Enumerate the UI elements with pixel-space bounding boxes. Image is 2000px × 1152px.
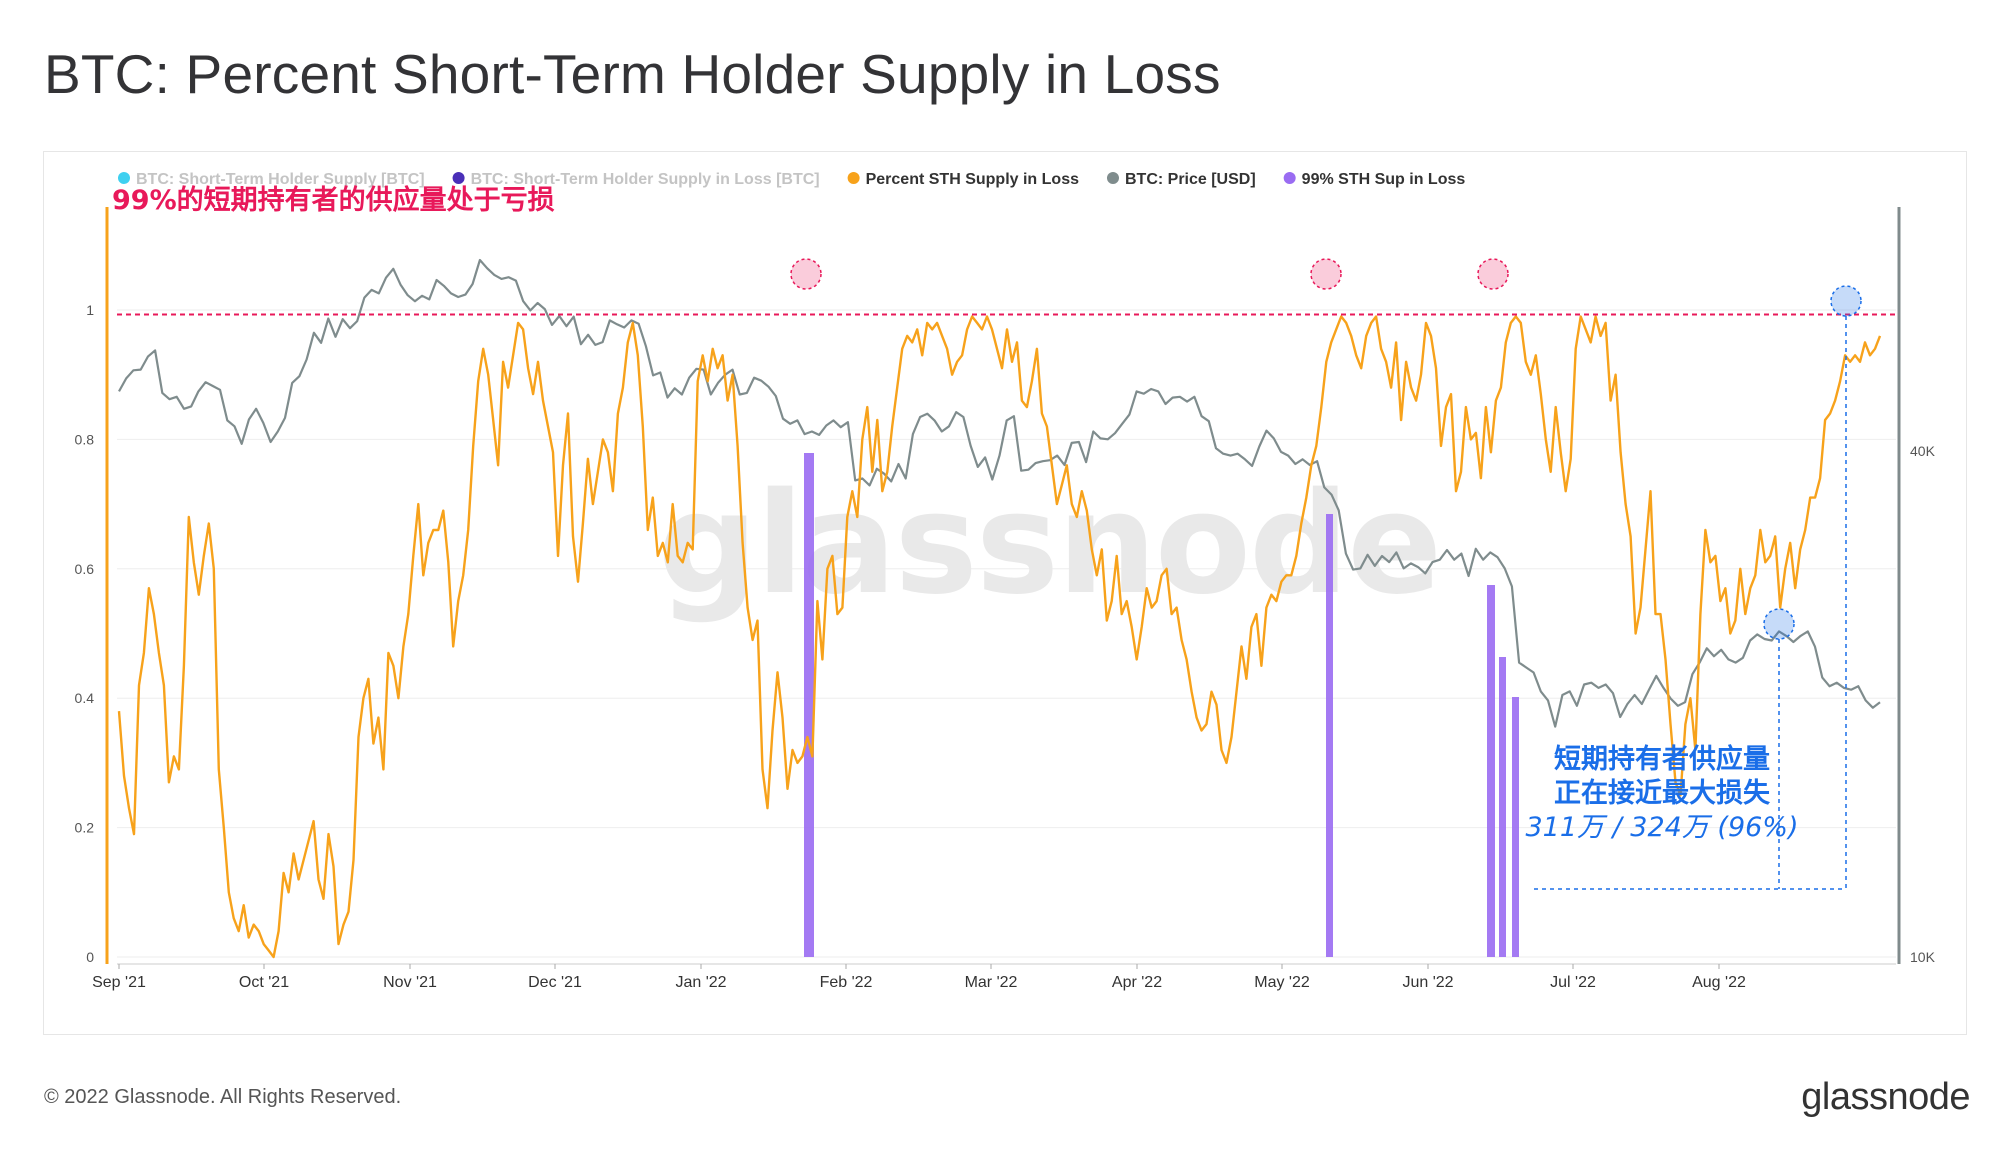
series-line [118, 258, 1881, 728]
grid [117, 309, 1896, 958]
legend-label: 99% STH Sup in Loss [1302, 171, 1466, 188]
legend-dot [452, 172, 465, 184]
highlight-bar [1512, 697, 1519, 957]
annotations [117, 258, 1896, 890]
x-tick-label: Sep '21 [92, 974, 146, 991]
legend-label: BTC: Short-Term Holder Supply [BTC] [136, 171, 425, 188]
callout-line-3: 311万 / 324万 (96%) [1526, 812, 1799, 843]
legend-item: Percent STH Supply in Loss [847, 171, 1079, 188]
legend: BTC: Short-Term Holder Supply [BTC] BTC: … [118, 171, 1465, 188]
x-tick-label: Jul '22 [1550, 974, 1596, 991]
highlight-bar [1326, 514, 1333, 957]
x-tick-label: Jun '22 [1402, 974, 1453, 991]
page-title: BTC: Percent Short-Term Holder Supply in… [44, 43, 1221, 105]
highlight-bars [804, 453, 1519, 957]
series-line [117, 315, 1882, 959]
legend-dot [847, 172, 860, 184]
axes: 0 0.2 0.4 0.6 0.8 1 10K 40K Sep '21 Oct '21 Nov '2… [75, 207, 1936, 991]
footer-logo: glassnode [1801, 1076, 1970, 1118]
x-tick-label: Dec '21 [528, 974, 582, 991]
watermark: glassnode [658, 463, 1440, 626]
y-left-tick-label: 0.2 [75, 820, 95, 836]
x-tick-label: Mar '22 [965, 974, 1018, 991]
x-tick-label: Oct '21 [239, 974, 289, 991]
highlight-marker [1763, 608, 1795, 640]
x-tick-label: Feb '22 [820, 974, 873, 991]
legend-dot [1106, 172, 1119, 184]
threshold-label: 99%的短期持有者的供应量处于亏损 [112, 184, 555, 216]
y-left-tick-label: 0 [86, 949, 94, 965]
peak-marker [1310, 258, 1342, 290]
callout-line-2: 正在接近最大损失 [1554, 778, 1771, 809]
legend-item: BTC: Price [USD] [1106, 171, 1256, 188]
callout-line-1: 短期持有者供应量 [1554, 743, 1770, 775]
y-left-tick-label: 0.8 [75, 431, 95, 447]
legend-dot [1283, 172, 1296, 184]
legend-label: Percent STH Supply in Loss [866, 171, 1079, 188]
highlight-marker [1830, 285, 1862, 317]
legend-item: BTC: Short-Term Holder Supply [BTC] [118, 171, 425, 188]
highlight-bar [1487, 585, 1495, 957]
highlight-bar [804, 453, 814, 957]
x-tick-label: Apr '22 [1112, 974, 1162, 991]
series-lines [117, 258, 1882, 959]
y-left-tick-label: 1 [86, 302, 94, 318]
legend-label: BTC: Price [USD] [1125, 171, 1256, 188]
legend-item: BTC: Short-Term Holder Supply in Loss [B… [452, 171, 820, 188]
x-tick-label: Jan '22 [675, 974, 726, 991]
peak-marker [1477, 258, 1509, 290]
legend-dot [118, 172, 130, 184]
y-right-tick-label: 40K [1910, 443, 1936, 459]
highlight-bar [1499, 657, 1506, 957]
x-tick-label: Nov '21 [383, 974, 437, 991]
chart-svg: BTC: Short-Term Holder Supply [BTC] BTC: … [75, 171, 1936, 991]
y-left-tick-label: 0.6 [75, 561, 95, 577]
footer-copyright: © 2022 Glassnode. All Rights Reserved. [44, 1086, 402, 1108]
legend-label: BTC: Short-Term Holder Supply in Loss [B… [471, 171, 820, 188]
x-tick-label: May '22 [1254, 974, 1310, 991]
x-tick-label: Aug '22 [1692, 974, 1746, 991]
legend-item: 99% STH Sup in Loss [1283, 171, 1466, 188]
y-left-tick-label: 0.4 [75, 690, 95, 706]
chart-frame: BTC: Short-Term Holder Supply [BTC] BTC: … [43, 151, 1967, 1035]
peak-marker [790, 258, 822, 290]
y-right-tick-label: 10K [1910, 949, 1936, 965]
